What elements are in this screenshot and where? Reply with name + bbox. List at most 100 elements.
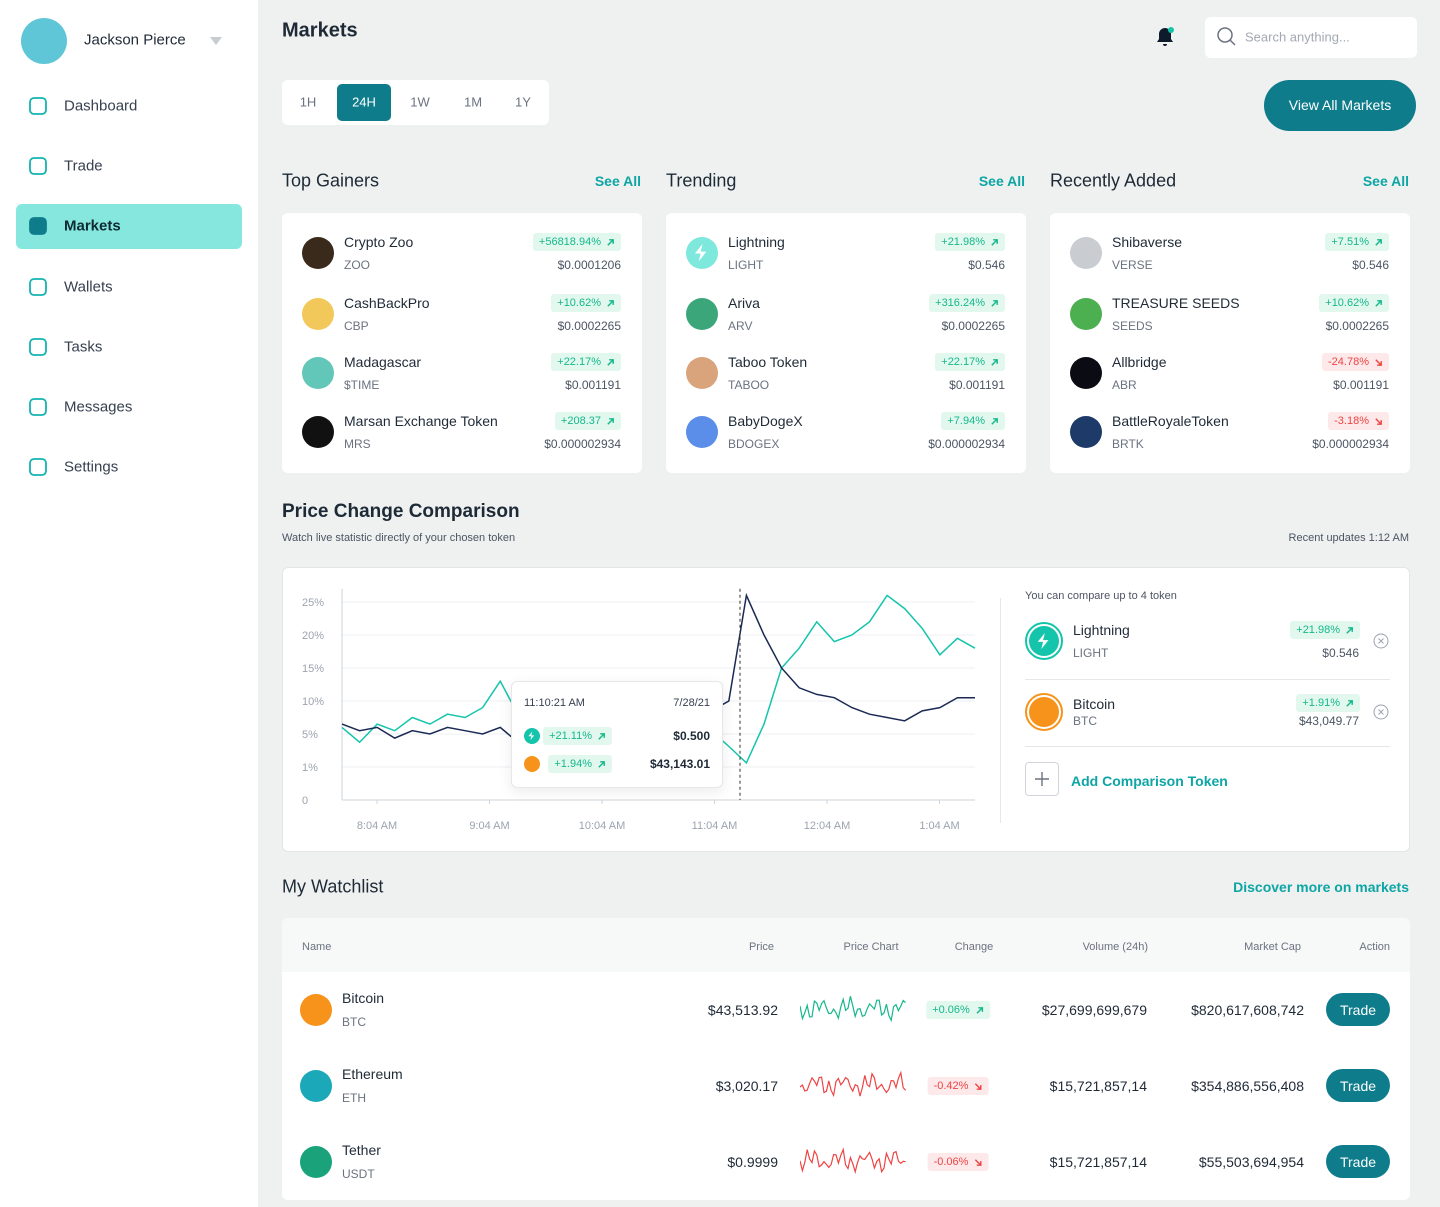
coin-market-cap: $820,617,608,742 bbox=[1191, 1002, 1304, 1018]
see-all-link[interactable]: See All bbox=[1362, 173, 1409, 189]
arrow-path bbox=[991, 417, 998, 425]
token-name: Shibaverse bbox=[1112, 234, 1183, 250]
token-price: $0.0002265 bbox=[941, 319, 1005, 333]
change-text: +21.98% bbox=[1296, 624, 1340, 636]
sparkline-path bbox=[800, 1070, 907, 1098]
arrow-path bbox=[607, 417, 614, 425]
nav-icon[interactable] bbox=[28, 337, 48, 357]
compare-name: Lightning bbox=[1073, 622, 1130, 638]
notification-bell[interactable] bbox=[1153, 25, 1177, 49]
x-tick-label: 12:04 AM bbox=[804, 820, 850, 832]
trade-label[interactable]: Trade bbox=[1339, 1078, 1377, 1094]
arrow-icon bbox=[607, 299, 614, 307]
trade-label[interactable]: Trade bbox=[1339, 1154, 1377, 1170]
y-tick-label: 20% bbox=[302, 630, 324, 642]
trade-button[interactable] bbox=[1326, 1069, 1390, 1102]
trade-button[interactable] bbox=[1326, 993, 1390, 1026]
nav-icon[interactable] bbox=[28, 156, 48, 176]
change-badge: +22.17% bbox=[935, 353, 1005, 371]
change-text: +208.37 bbox=[560, 415, 601, 427]
coin-name: Ethereum bbox=[342, 1066, 403, 1082]
search-box[interactable] bbox=[1205, 17, 1417, 58]
nav-item[interactable]: Trade bbox=[64, 157, 103, 175]
timeframe-option[interactable]: 1W bbox=[410, 94, 430, 110]
token-icon bbox=[300, 994, 332, 1026]
user-menu-caret[interactable] bbox=[209, 36, 223, 46]
y-tick-label: 10% bbox=[302, 696, 324, 708]
trade-label[interactable]: Trade bbox=[1339, 1002, 1377, 1018]
token-icon bbox=[524, 756, 540, 772]
token-name: CashBackPro bbox=[344, 295, 430, 311]
change-badge: +208.37 bbox=[554, 412, 621, 430]
change-text: -0.42% bbox=[933, 1080, 969, 1092]
timeframe-active[interactable] bbox=[337, 84, 391, 121]
nav-item[interactable]: Markets bbox=[64, 217, 121, 235]
column-header: Change bbox=[954, 941, 994, 953]
sparkline-path bbox=[800, 996, 906, 1023]
token-name: Crypto Zoo bbox=[344, 234, 414, 250]
x-tick-label: 9:04 AM bbox=[469, 820, 509, 832]
arrow-icon bbox=[1375, 417, 1382, 425]
timeframe-option[interactable]: 1Y bbox=[515, 94, 531, 110]
token-icon bbox=[686, 298, 718, 330]
nav-icon[interactable] bbox=[28, 457, 48, 477]
nav-item[interactable]: Wallets bbox=[64, 278, 113, 296]
token-price: $0.546 bbox=[968, 258, 1005, 272]
section-subtitle: Watch live statistic directly of your ch… bbox=[282, 532, 516, 544]
add-token-link[interactable]: Add Comparison Token bbox=[1071, 773, 1228, 789]
arrow-icon bbox=[1375, 238, 1382, 246]
nav-icon[interactable] bbox=[28, 397, 48, 417]
column-header: Volume (24h) bbox=[1082, 941, 1148, 953]
arrow-path bbox=[1375, 299, 1382, 307]
nav-icon[interactable] bbox=[28, 96, 48, 116]
tooltip-time: 11:10:21 AM bbox=[524, 697, 585, 709]
change-badge: +10.62% bbox=[551, 294, 621, 312]
remove-token[interactable] bbox=[1373, 704, 1389, 720]
change-badge: +21.98% bbox=[935, 233, 1005, 251]
see-all-link[interactable]: See All bbox=[978, 173, 1025, 189]
coin-market-cap: $55,503,694,954 bbox=[1198, 1154, 1304, 1170]
view-all-label[interactable]: View All Markets bbox=[1288, 97, 1392, 113]
token-icon bbox=[1070, 237, 1102, 269]
change-badge: +56818.94% bbox=[532, 233, 621, 251]
token-price: $0.000002934 bbox=[928, 437, 1005, 451]
token-icon bbox=[1070, 298, 1102, 330]
token-icon bbox=[300, 1146, 332, 1178]
compare-price: $0.546 bbox=[1322, 646, 1359, 660]
token-glyph bbox=[528, 731, 535, 741]
nav-item[interactable]: Tasks bbox=[64, 338, 103, 356]
arrow-icon bbox=[991, 299, 998, 307]
arrow-path bbox=[1375, 238, 1382, 246]
token-name: Madagascar bbox=[344, 354, 422, 370]
token-name: Ariva bbox=[728, 295, 760, 311]
change-text: +22.17% bbox=[557, 356, 601, 368]
nav-item[interactable]: Dashboard bbox=[64, 97, 138, 115]
token-symbol: ARV bbox=[728, 319, 753, 333]
timeframe-option[interactable]: 1H bbox=[299, 94, 317, 110]
change-text: -0.06% bbox=[933, 1156, 969, 1168]
remove-token[interactable] bbox=[1373, 633, 1389, 649]
change-badge: +316.24% bbox=[929, 294, 1005, 312]
nav-item[interactable]: Messages bbox=[64, 398, 133, 416]
panel-title: Recently Added bbox=[1050, 170, 1177, 191]
nav-icon-shape bbox=[29, 97, 47, 115]
trade-button[interactable] bbox=[1326, 1145, 1390, 1178]
arrow-icon bbox=[991, 358, 998, 366]
arrow-path bbox=[598, 760, 605, 768]
see-all-link[interactable]: See All bbox=[594, 173, 641, 189]
arrow-icon bbox=[1375, 299, 1382, 307]
nav-item[interactable]: Settings bbox=[64, 458, 119, 476]
view-all-button[interactable] bbox=[1264, 80, 1416, 131]
timeframe-option[interactable]: 1M bbox=[463, 94, 483, 110]
nav-icon[interactable] bbox=[28, 277, 48, 297]
add-button[interactable] bbox=[1025, 762, 1059, 796]
discover-link[interactable]: Discover more on markets bbox=[1233, 879, 1409, 895]
timeframe-option[interactable]: 24H bbox=[352, 94, 376, 110]
change-badge: +21.98% bbox=[1290, 621, 1360, 639]
nav-icon[interactable] bbox=[28, 216, 48, 236]
nav-icon-shape bbox=[29, 157, 47, 176]
remove-cross bbox=[1378, 638, 1384, 644]
change-text: -24.78% bbox=[1328, 356, 1369, 368]
token-name: BattleRoyaleToken bbox=[1112, 413, 1229, 429]
